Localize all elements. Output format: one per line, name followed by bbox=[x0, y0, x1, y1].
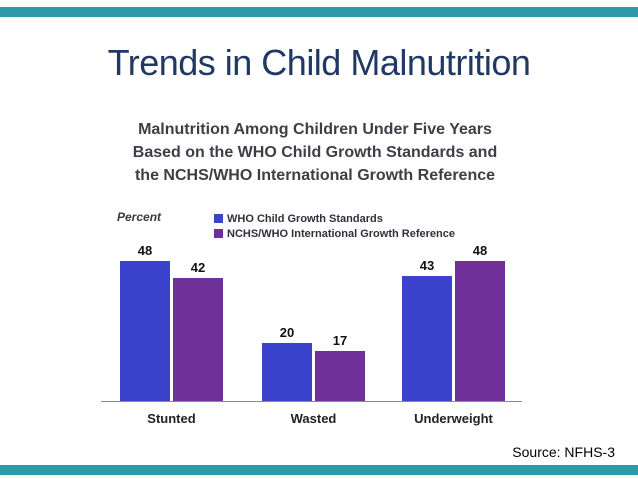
bar-wasted-series-2 bbox=[315, 351, 365, 401]
chart-title: Malnutrition Among Children Under Five Y… bbox=[95, 118, 535, 187]
page-title: Trends in Child Malnutrition bbox=[107, 42, 531, 83]
chart-title-line-3: the NCHS/WHO International Growth Refere… bbox=[134, 167, 496, 184]
malnutrition-chart: Malnutrition Among Children Under Five Y… bbox=[95, 110, 535, 435]
category-label-stunted: Stunted bbox=[147, 411, 196, 426]
legend-swatch-nchs-icon bbox=[214, 229, 223, 238]
y-axis-label: Percent bbox=[117, 210, 162, 224]
bar-stunted-series-2 bbox=[173, 278, 223, 401]
bar-underweight-series-2 bbox=[455, 261, 505, 401]
category-label-wasted: Wasted bbox=[290, 411, 337, 426]
source-note: Source: NFHS-3 bbox=[512, 444, 615, 460]
bar-value-stunted-series-2: 42 bbox=[190, 260, 206, 275]
category-label-underweight: Underweight bbox=[414, 411, 493, 426]
bar-value-stunted-series-1: 48 bbox=[137, 243, 153, 258]
bar-value-underweight-series-2: 48 bbox=[472, 243, 488, 258]
legend-label-nchs: NCHS/WHO International Growth Reference bbox=[227, 227, 455, 240]
top-accent-band bbox=[0, 7, 638, 17]
bottom-accent-band bbox=[0, 465, 638, 475]
chart-legend: WHO Child Growth Standards NCHS/WHO Inte… bbox=[214, 211, 455, 241]
legend-row-who: WHO Child Growth Standards bbox=[214, 211, 455, 226]
bar-wasted-series-1 bbox=[262, 343, 312, 401]
legend-swatch-who-icon bbox=[214, 214, 223, 223]
legend-row-nchs: NCHS/WHO International Growth Reference bbox=[214, 226, 455, 241]
chart-title-line-1: Malnutrition Among Children Under Five Y… bbox=[138, 121, 492, 138]
bar-value-wasted-series-2: 17 bbox=[332, 333, 348, 348]
chart-title-line-2: Based on the WHO Child Growth Standards … bbox=[132, 144, 498, 161]
bar-value-wasted-series-1: 20 bbox=[279, 325, 295, 340]
bar-stunted-series-1 bbox=[120, 261, 170, 401]
bar-value-underweight-series-1: 43 bbox=[419, 258, 435, 273]
legend-label-who: WHO Child Growth Standards bbox=[227, 212, 383, 225]
x-axis-line bbox=[101, 401, 522, 402]
bar-underweight-series-1 bbox=[402, 276, 452, 401]
plot-area: 48 42 Stunted 20 17 Wasted 43 48 Underweight bbox=[95, 110, 535, 435]
